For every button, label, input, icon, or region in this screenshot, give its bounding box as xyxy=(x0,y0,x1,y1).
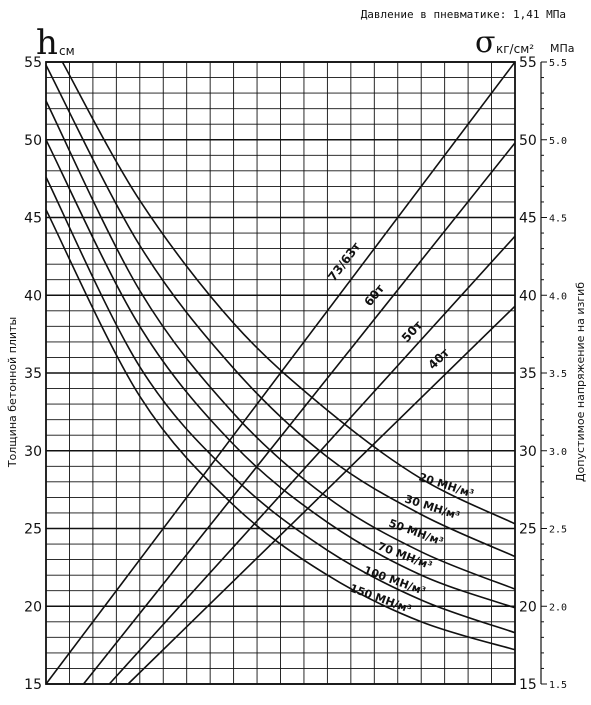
load-line xyxy=(127,305,516,685)
modulus-curve-label: 20 МН/м³ xyxy=(417,470,476,500)
mpa-tick-label: 4.5 xyxy=(549,214,567,225)
mpa-tick-label: 3.0 xyxy=(549,447,567,458)
left-tick-label: 25 xyxy=(24,522,42,538)
right-axis-unit: кг/см² xyxy=(496,42,534,56)
right-tick-label: 40 xyxy=(519,288,537,304)
mpa-tick-label: 3.5 xyxy=(549,369,567,380)
pressure-label: Давление в пневматике: 1,41 МПа xyxy=(361,8,566,21)
load-line-label: 73/63т xyxy=(325,240,363,284)
left-tick-label: 40 xyxy=(24,288,42,304)
right-tick-label: 30 xyxy=(519,444,537,460)
mpa-tick-label: 5.5 xyxy=(549,58,567,69)
left-axis-label: Толщина бетонной плиты xyxy=(6,317,19,468)
left-axis-symbol: h xyxy=(36,23,58,63)
mpa-tick-label: 5.0 xyxy=(549,136,567,147)
left-tick-label: 45 xyxy=(24,211,42,227)
left-tick-label: 20 xyxy=(24,599,42,615)
tick-labels: 55 50 45 40 35 30 25 20 15 55 50 45 40 35 30 25 20 15 5.5 5… xyxy=(24,55,567,693)
left-axis-unit: см xyxy=(59,44,75,58)
modulus-curve xyxy=(45,100,516,590)
mpa-tick-label: 1.5 xyxy=(549,680,567,691)
left-tick-label: 15 xyxy=(24,677,42,693)
right-tick-label: 55 xyxy=(519,55,537,71)
plot-frame xyxy=(45,61,516,685)
right-tick-label: 35 xyxy=(519,366,537,382)
right-axis-symbol: σ xyxy=(475,25,495,60)
load-line xyxy=(108,235,516,685)
right-tick-label: 15 xyxy=(519,677,537,693)
right-tick-label: 20 xyxy=(519,599,537,615)
modulus-curve xyxy=(45,64,516,558)
mpa-axis xyxy=(540,61,547,685)
modulus-curve xyxy=(45,139,516,609)
mpa-tick-label: 2.5 xyxy=(549,525,567,536)
modulus-curve xyxy=(45,209,516,651)
modulus-curve xyxy=(61,61,516,525)
right-axis-label: Допустимое напряжение на изгиб xyxy=(574,282,587,482)
right-tick-label: 50 xyxy=(519,133,537,149)
modulus-curve xyxy=(45,176,516,634)
left-tick-label: 30 xyxy=(24,444,42,460)
left-tick-label: 50 xyxy=(24,133,42,149)
load-line xyxy=(82,142,516,685)
mpa-tick-label: 4.0 xyxy=(549,291,567,302)
left-tick-label: 55 xyxy=(24,55,42,71)
left-tick-label: 35 xyxy=(24,366,42,382)
right-axis-unit-mpa: МПа xyxy=(550,42,575,55)
load-lines xyxy=(45,61,516,685)
right-tick-label: 25 xyxy=(519,522,537,538)
right-tick-label: 45 xyxy=(519,211,537,227)
load-line xyxy=(45,61,516,685)
load-line-label: 40т xyxy=(425,346,452,373)
mpa-tick-label: 2.0 xyxy=(549,602,567,613)
modulus-curves xyxy=(45,61,516,651)
